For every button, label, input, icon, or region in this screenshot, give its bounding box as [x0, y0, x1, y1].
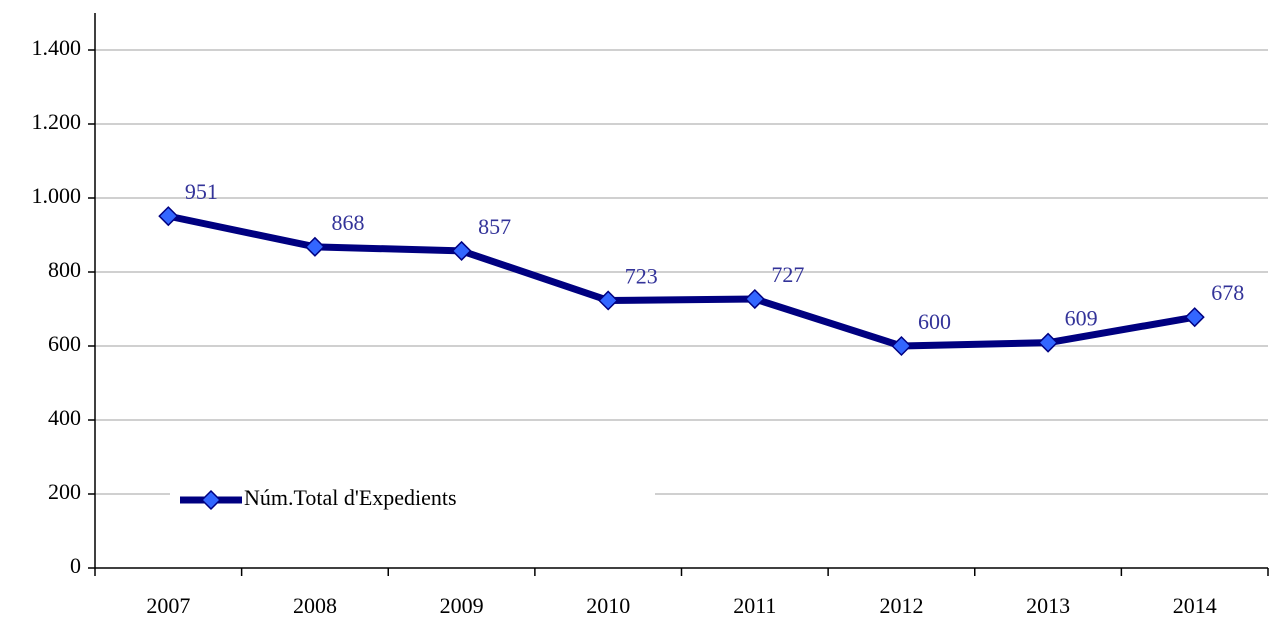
- legend-marker: [200, 489, 222, 511]
- y-tick-label: 400: [48, 405, 81, 430]
- marker: [451, 240, 472, 261]
- y-tick-label: 0: [70, 553, 81, 578]
- marker: [1037, 332, 1059, 353]
- x-tick-label: 2008: [293, 593, 337, 618]
- x-tick-label: 2007: [146, 593, 190, 618]
- y-tick-label: 1.400: [32, 35, 82, 60]
- legend-box: [170, 476, 655, 512]
- y-tick-label: 1.000: [32, 183, 82, 208]
- marker: [1184, 307, 1205, 328]
- series-line: [167, 212, 1196, 350]
- marker: [598, 290, 619, 311]
- y-tick-label: 600: [48, 331, 81, 356]
- x-tick-label: 2013: [1026, 593, 1070, 618]
- y-tick-label: 1.200: [32, 109, 82, 134]
- data-label: 723: [625, 264, 658, 289]
- marker: [304, 236, 325, 257]
- data-label: 727: [771, 262, 804, 287]
- data-label: 868: [331, 210, 364, 235]
- x-tick-label: 2014: [1173, 593, 1217, 618]
- data-label: 857: [478, 214, 511, 239]
- data-label: 609: [1065, 306, 1098, 331]
- marker: [158, 206, 179, 227]
- legend-label: Núm.Total d'Expedients: [244, 485, 457, 510]
- y-tick-label: 200: [48, 479, 81, 504]
- marker: [891, 335, 912, 357]
- y-tick-label: 800: [48, 257, 81, 282]
- data-label: 600: [918, 309, 951, 334]
- data-label: 678: [1211, 280, 1244, 305]
- data-label: 951: [185, 179, 218, 204]
- x-tick-label: 2009: [440, 593, 484, 618]
- x-tick-label: 2010: [586, 593, 630, 618]
- x-tick-label: 2011: [733, 593, 776, 618]
- marker: [744, 288, 765, 310]
- x-tick-label: 2012: [879, 593, 923, 618]
